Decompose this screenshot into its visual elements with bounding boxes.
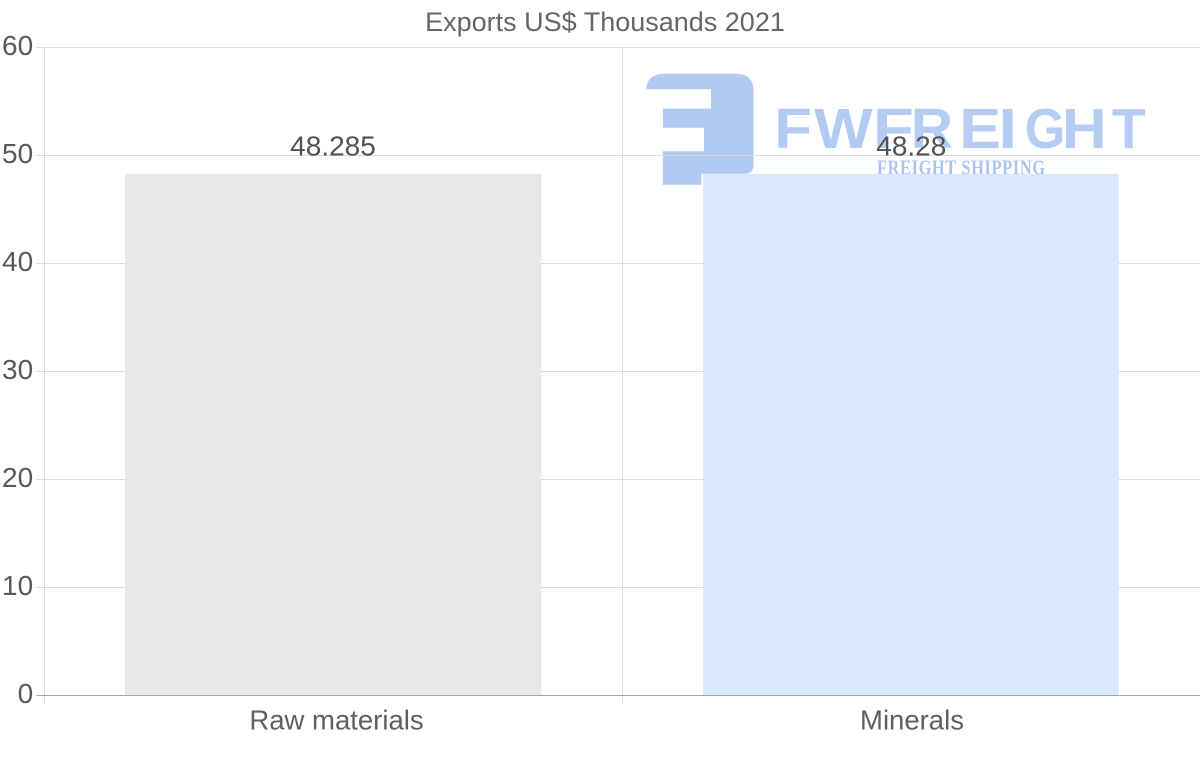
svg-text:G: G <box>1025 96 1066 161</box>
svg-text:48.285: 48.285 <box>290 131 376 162</box>
svg-text:T: T <box>1112 96 1146 160</box>
svg-text:Exports US$ Thousands 2021: Exports US$ Thousands 2021 <box>425 7 785 37</box>
svg-text:20: 20 <box>2 462 33 493</box>
svg-text:Raw materials: Raw materials <box>249 705 423 736</box>
svg-text:F: F <box>873 98 914 161</box>
svg-text:R: R <box>911 98 953 161</box>
svg-text:FW: FW <box>774 96 874 160</box>
svg-text:E: E <box>959 97 1001 161</box>
svg-text:30: 30 <box>2 354 33 385</box>
svg-text:60: 60 <box>2 30 33 61</box>
svg-text:0: 0 <box>18 678 34 709</box>
svg-text:10: 10 <box>2 570 33 601</box>
svg-text:40: 40 <box>2 246 33 277</box>
svg-text:50: 50 <box>2 138 33 169</box>
svg-text:48.28: 48.28 <box>876 131 946 162</box>
svg-text:Minerals: Minerals <box>860 705 964 736</box>
svg-text:I: I <box>998 97 1017 160</box>
svg-text:H: H <box>1062 96 1107 160</box>
